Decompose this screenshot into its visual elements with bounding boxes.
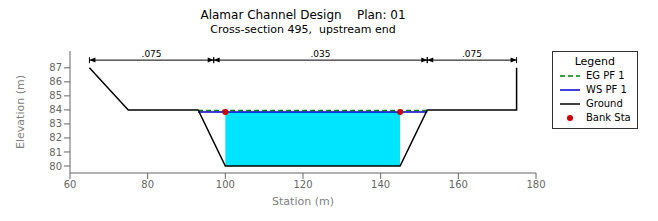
html-text:Bank Sta: Bank Sta xyxy=(586,112,631,123)
html-text:Ground: Ground xyxy=(586,98,623,109)
svg-text:86: 86 xyxy=(49,76,62,87)
svg-text:Elevation (m): Elevation (m) xyxy=(14,75,27,149)
svg-text:.075: .075 xyxy=(462,49,482,59)
svg-text:Station (m): Station (m) xyxy=(272,195,334,207)
svg-text:87: 87 xyxy=(49,62,62,73)
svg-text:83: 83 xyxy=(49,118,62,129)
svg-text:180: 180 xyxy=(526,179,545,190)
svg-text:81: 81 xyxy=(49,147,62,158)
svg-text:84: 84 xyxy=(49,104,62,115)
svg-text:80: 80 xyxy=(49,161,62,172)
html-text:EG PF 1: EG PF 1 xyxy=(586,70,625,81)
svg-text:100: 100 xyxy=(216,179,235,190)
html-text:WS PF 1: WS PF 1 xyxy=(586,84,627,95)
svg-text:120: 120 xyxy=(293,179,312,190)
html-text:Cross-section 495, upstream en: Cross-section 495, upstream end xyxy=(210,23,396,36)
svg-text:85: 85 xyxy=(49,90,62,101)
svg-text:.075: .075 xyxy=(142,49,162,59)
svg-text:140: 140 xyxy=(371,179,390,190)
svg-text:160: 160 xyxy=(449,179,468,190)
svg-text:80: 80 xyxy=(141,179,154,190)
svg-text:82: 82 xyxy=(49,132,62,143)
html-text:Legend: Legend xyxy=(574,55,616,68)
svg-text:60: 60 xyxy=(64,179,77,190)
svg-text:.035: .035 xyxy=(310,49,330,59)
html-text:Alamar Channel Design Plan: 01: Alamar Channel Design Plan: 01 xyxy=(200,8,406,22)
